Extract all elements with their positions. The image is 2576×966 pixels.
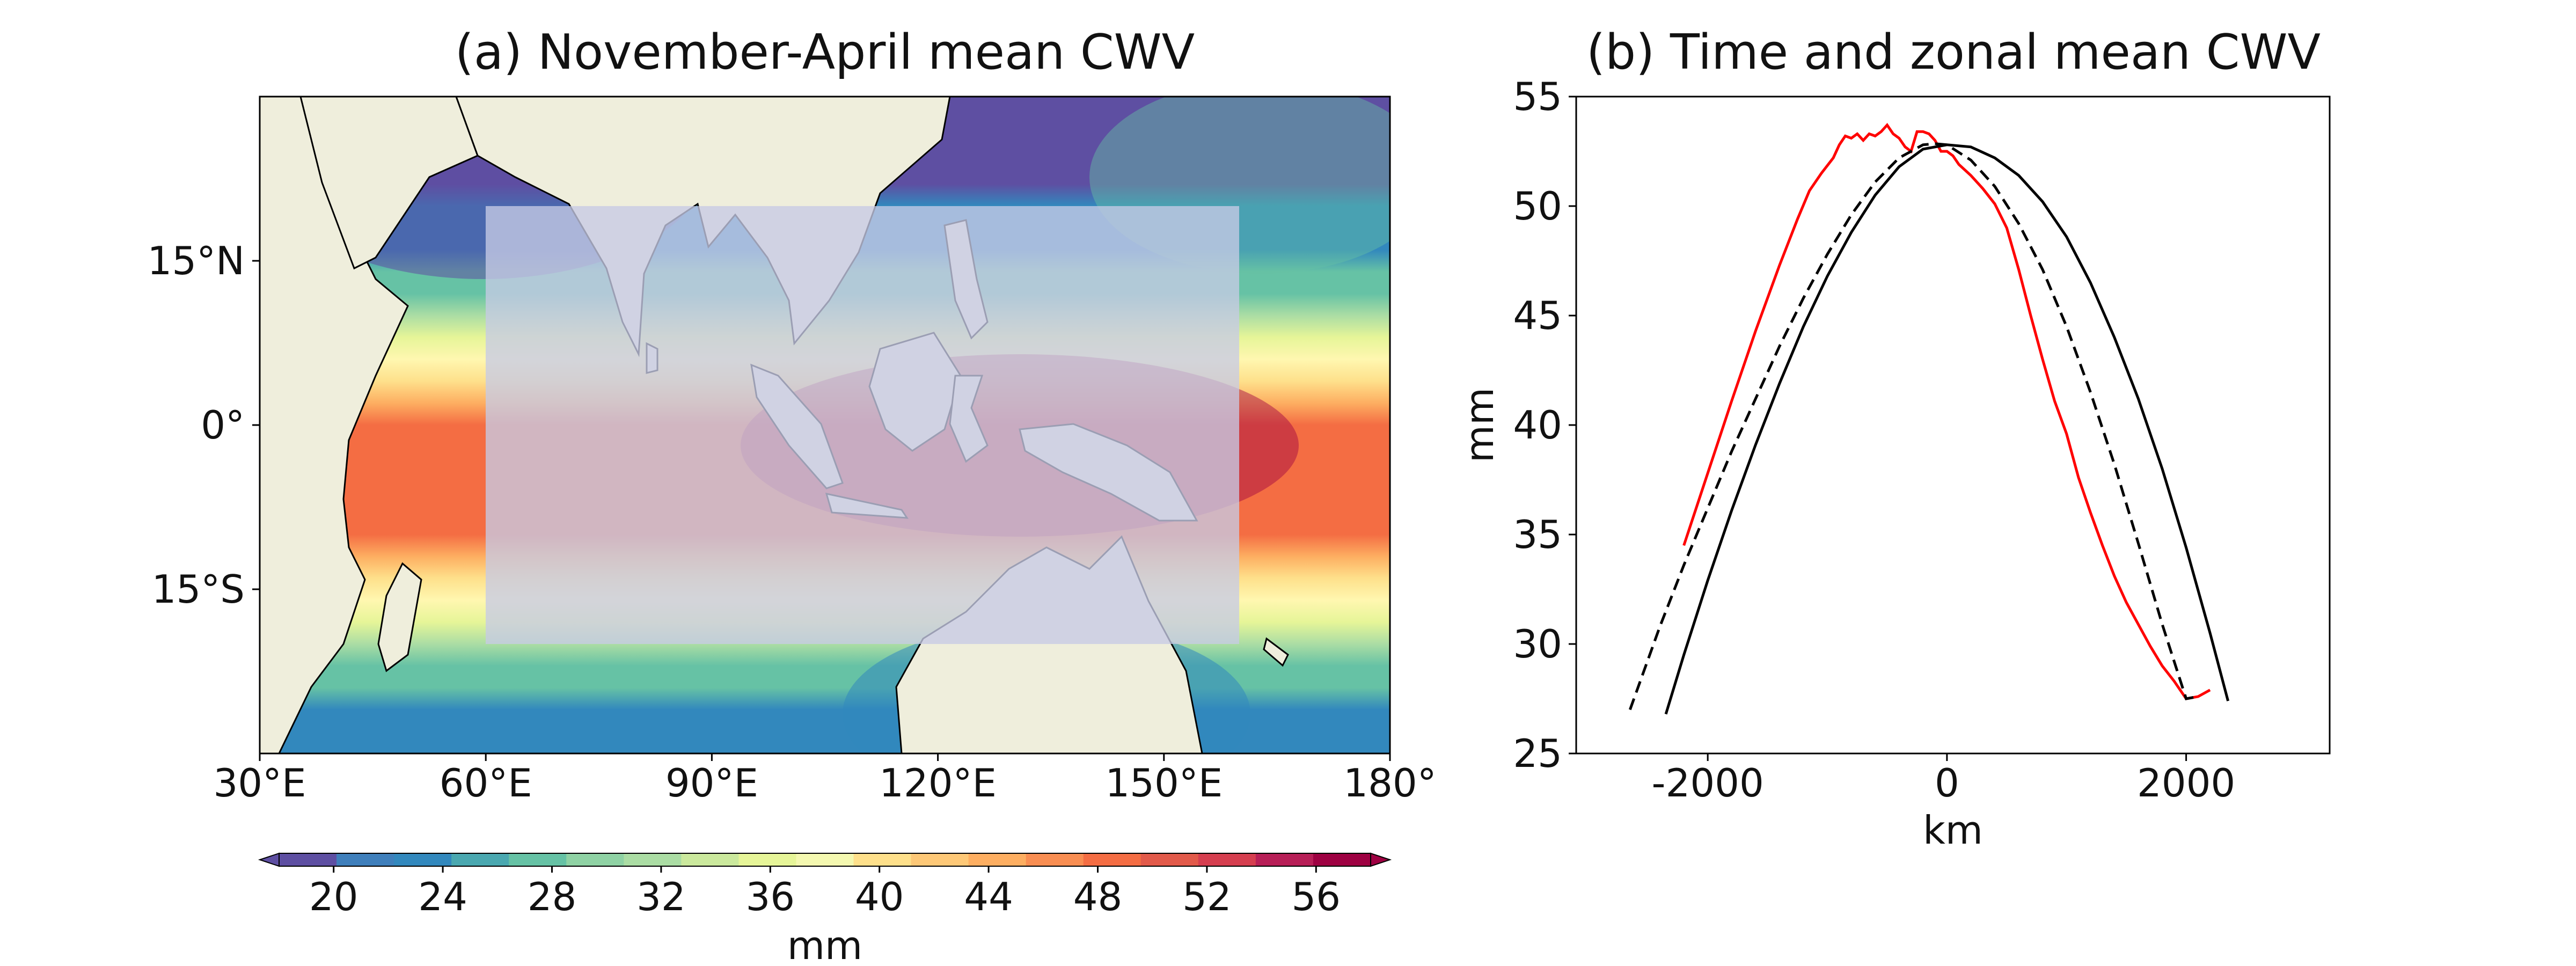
line-ytick-label: 30 xyxy=(1513,621,1562,667)
map-ticks: 30°E 60°E 90°E 120°E 150°E 180° 15°N 0° 15°S xyxy=(148,238,1437,806)
colorbar-tick-label: 28 xyxy=(528,874,577,919)
colorbar-segment xyxy=(968,853,1027,866)
map-xtick-label: 90°E xyxy=(665,760,758,806)
map-ytick-label: 15°N xyxy=(148,238,245,283)
colorbar-segment xyxy=(624,853,682,866)
colorbar-frame xyxy=(279,853,1371,867)
colorbar-segment xyxy=(911,853,969,866)
colorbar-segment xyxy=(1083,853,1141,866)
colorbar-tick-label: 24 xyxy=(418,874,467,919)
colorbar-segment xyxy=(509,853,567,866)
colorbar-tick-label: 56 xyxy=(1291,874,1341,919)
colorbar-extend-max xyxy=(1370,852,1392,867)
series-line-black-dashed xyxy=(1628,142,2199,711)
map-xtick-label: 180° xyxy=(1343,760,1436,806)
map-xtick-label: 120°E xyxy=(879,760,997,806)
colorbar-tick-label: 40 xyxy=(855,874,904,919)
line-panel: (b) Time and zonal mean CWV -2000 0 2000 25… xyxy=(1457,24,2331,853)
line-ticks: -2000 0 2000 25 30 35 40 45 50 55 xyxy=(1513,74,2235,806)
colorbar-tick-label: 48 xyxy=(1073,874,1123,919)
colorbar-segment xyxy=(1198,853,1256,866)
line-xtick-label: -2000 xyxy=(1652,760,1764,806)
land-madagascar xyxy=(377,562,422,672)
colorbar-tick-label: 32 xyxy=(636,874,686,919)
colorbar-segment xyxy=(279,853,337,866)
series-line-black-solid xyxy=(1664,143,2230,715)
map-ytick-label: 0° xyxy=(201,402,245,448)
line-ytick-label: 55 xyxy=(1513,74,1562,119)
analysis-box xyxy=(486,206,1239,644)
line-xtick-label: 0 xyxy=(1935,760,1959,806)
colorbar-segment xyxy=(738,853,796,866)
colorbar-label: mm xyxy=(787,923,862,966)
line-ylabel: mm xyxy=(1457,387,1502,463)
colorbar-tick-label: 36 xyxy=(745,874,795,919)
colorbar-segment xyxy=(336,853,394,866)
map-xtick-label: 60°E xyxy=(440,760,532,806)
colorbar-segment xyxy=(1255,853,1314,866)
colorbar-ticks: 20 24 28 32 36 40 44 48 52 56 xyxy=(309,866,1341,919)
colorbar-segment xyxy=(394,853,452,866)
map-xtick-label: 150°E xyxy=(1105,760,1223,806)
colorbar-segment xyxy=(681,853,739,866)
line-xlabel: km xyxy=(1923,808,1983,853)
colorbar-tick-label: 44 xyxy=(964,874,1013,919)
line-ytick-label: 35 xyxy=(1513,512,1562,557)
line-title: (b) Time and zonal mean CWV xyxy=(1586,24,2321,80)
line-series xyxy=(1628,122,2230,715)
colorbar-segment xyxy=(566,853,624,866)
line-ytick-label: 25 xyxy=(1513,731,1562,776)
colorbar-segment xyxy=(451,853,509,866)
colorbar-tick-label: 52 xyxy=(1182,874,1232,919)
colorbar: 20 24 28 32 36 40 44 48 52 56 mm xyxy=(258,852,1392,966)
line-ytick-label: 40 xyxy=(1513,402,1562,448)
line-plot-area xyxy=(1576,97,2330,753)
land-nz-islands xyxy=(1263,637,1289,667)
colorbar-segment xyxy=(1313,853,1371,866)
map-xtick-label: 30°E xyxy=(213,760,306,806)
colorbar-extend-min xyxy=(258,852,280,867)
colorbar-segment xyxy=(1026,853,1084,866)
line-xtick-label: 2000 xyxy=(2137,760,2235,806)
map-title: (a) November-April mean CWV xyxy=(455,24,1195,80)
colorbar-blocks xyxy=(279,853,1371,866)
map-ytick-label: 15°S xyxy=(152,567,245,612)
colorbar-segment xyxy=(796,853,854,866)
colorbar-segment xyxy=(1140,853,1199,866)
map-panel: (a) November-April mean CWV xyxy=(148,24,1437,806)
colorbar-tick-label: 20 xyxy=(309,874,358,919)
line-ytick-label: 45 xyxy=(1513,293,1562,338)
colorbar-segment xyxy=(853,853,912,866)
series-line-red-solid xyxy=(1682,122,2211,700)
line-ytick-label: 50 xyxy=(1513,184,1562,229)
